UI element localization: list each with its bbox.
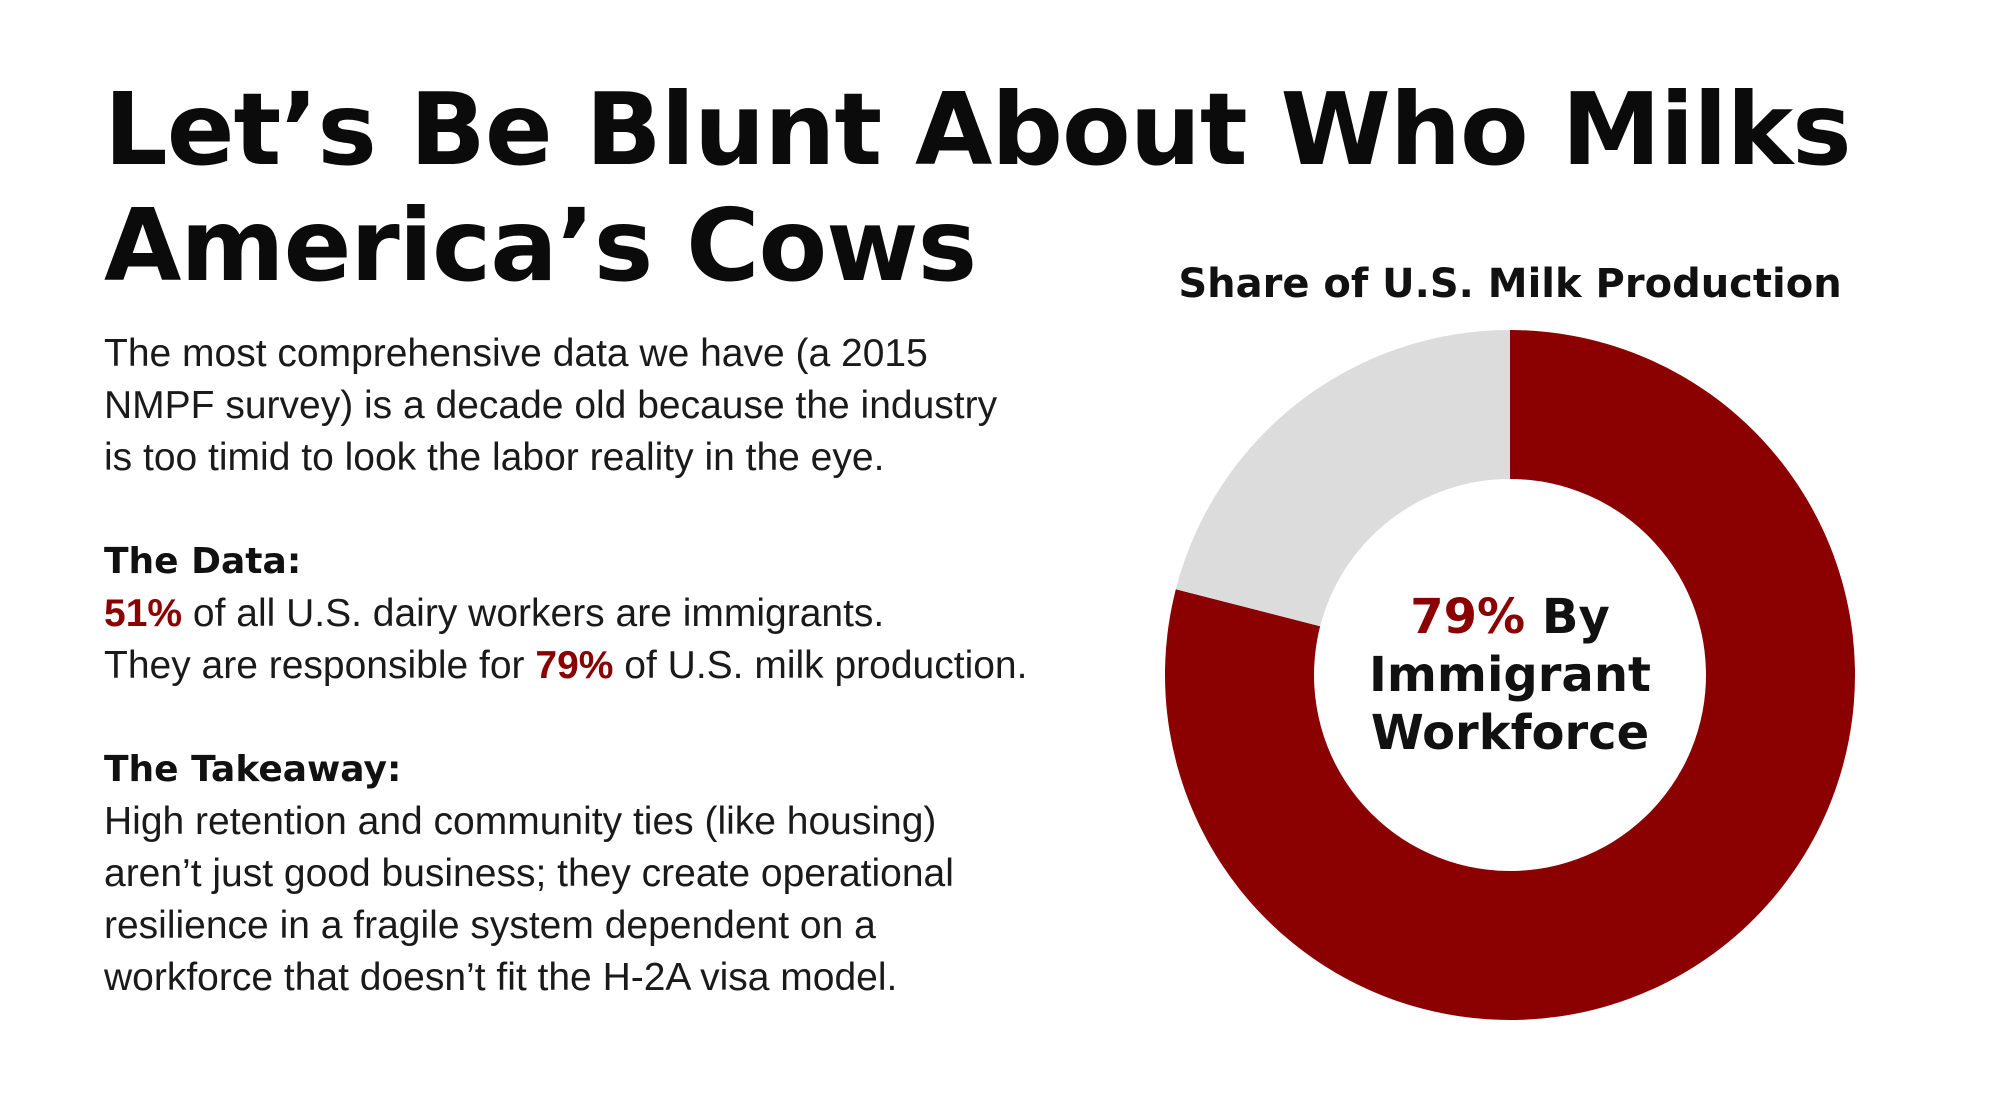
intro-line: The most comprehensive data we have (a 2… (104, 332, 928, 375)
center-label-line-1: 79% By (1330, 588, 1690, 646)
data-line-1-text: of all U.S. dairy workers are immigrants… (182, 592, 885, 635)
page-title: Let’s Be Blunt About Who Milks America’s… (104, 72, 1924, 304)
center-label-line-2: Immigrant (1369, 647, 1651, 703)
title-line-1: Let’s Be Blunt About Who Milks (104, 71, 1852, 188)
takeaway-line: resilience in a fragile system dependent… (104, 904, 876, 947)
intro-line: is too timid to look the labor reality i… (104, 436, 885, 479)
donut-center-label: 79% By Immigrant Workforce (1330, 588, 1690, 762)
data-section: The Data: 51% of all U.S. dairy workers … (104, 536, 1104, 692)
data-line-2: They are responsible for 79% of U.S. mil… (104, 640, 1104, 692)
donut-chart (1165, 330, 1855, 1020)
center-label-percent: 79% (1410, 589, 1526, 645)
stat-production-percent: 79% (535, 644, 614, 687)
donut-slice-secondary (1175, 330, 1510, 627)
stat-workers-percent: 51% (104, 592, 183, 635)
intro-paragraph: The most comprehensive data we have (a 2… (104, 328, 1104, 484)
data-heading: The Data: (104, 541, 302, 582)
intro-line: NMPF survey) is a decade old because the… (104, 384, 998, 427)
data-line-1: 51% of all U.S. dairy workers are immigr… (104, 588, 1104, 640)
center-label-line-3: Workforce (1370, 705, 1650, 761)
takeaway-line: High retention and community ties (like … (104, 800, 937, 843)
center-label-by: By (1525, 589, 1610, 645)
takeaway-section: The Takeaway: High retention and communi… (104, 744, 1104, 1004)
data-line-2-pre: They are responsible for (104, 644, 536, 687)
body-text: The most comprehensive data we have (a 2… (104, 328, 1104, 1056)
takeaway-line: workforce that doesn’t fit the H-2A visa… (104, 956, 898, 999)
title-line-2: America’s Cows (104, 187, 977, 304)
data-line-2-post: of U.S. milk production. (613, 644, 1028, 687)
takeaway-line: aren’t just good business; they create o… (104, 852, 954, 895)
donut-slice-primary (1165, 330, 1855, 1020)
takeaway-heading: The Takeaway: (104, 749, 402, 790)
chart-title: Share of U.S. Milk Production (1178, 261, 1842, 307)
